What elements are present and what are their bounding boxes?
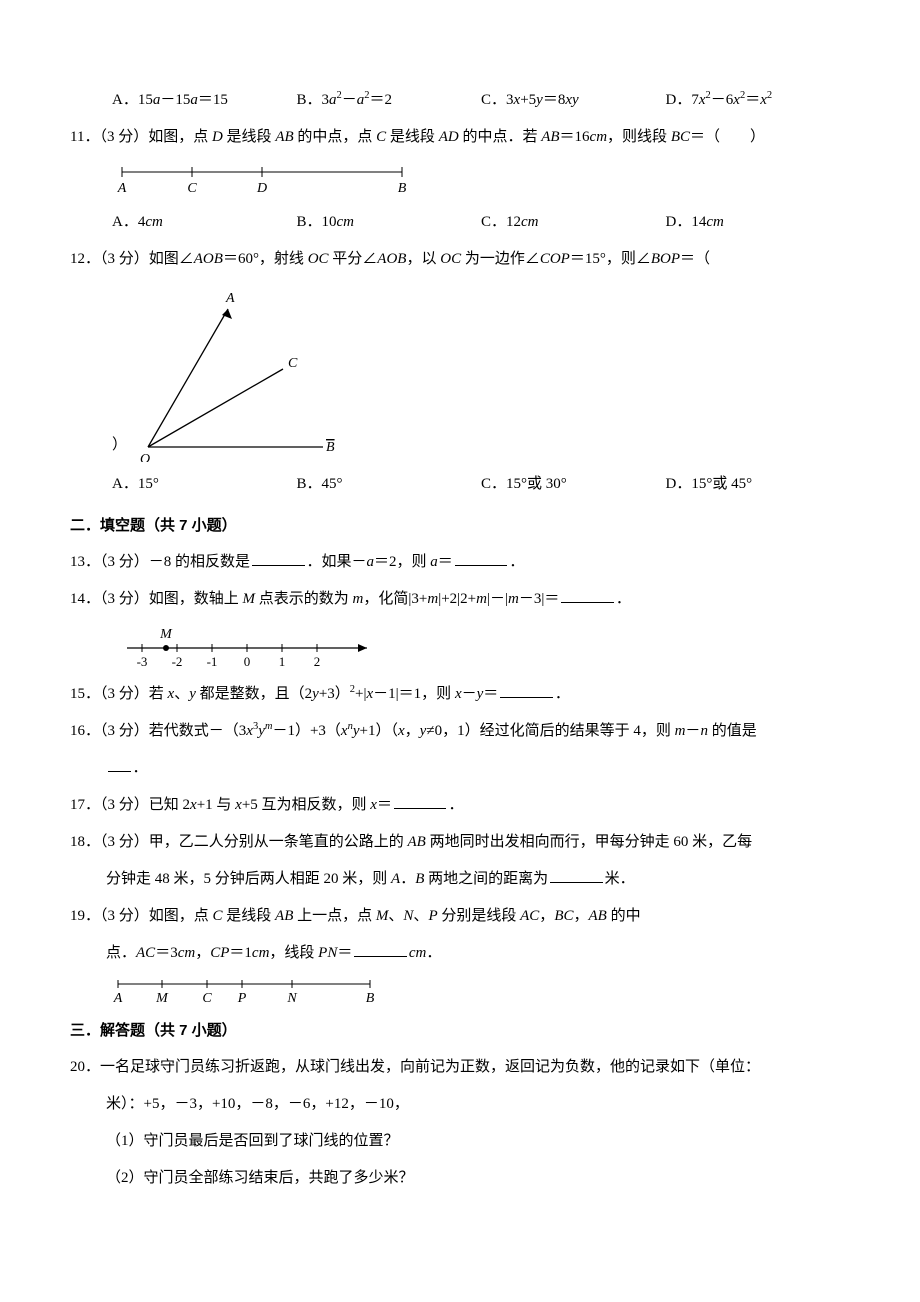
q16-blank [108, 757, 131, 772]
q18-line1: 18．（3 分）甲，乙二人分别从一条笔直的公路上的 AB 两地同时出发相向而行，… [70, 826, 850, 859]
q19-figure: A M C P N B [70, 976, 850, 1006]
svg-text:A: A [113, 991, 123, 1006]
q14-figure: -3 -2 -1 0 1 2 M [70, 620, 850, 670]
svg-text:O: O [140, 452, 150, 462]
svg-text:0: 0 [244, 654, 251, 669]
q12-figure-row: ） B A C O [70, 282, 850, 462]
q19-line2: 点．AC＝3cm，CP＝1cm，线段 PN＝cm． [70, 937, 850, 970]
q10-options: A．15a－15a＝15 B．3a2－a2＝2 C．3x+5y＝8xy D．7x… [70, 84, 850, 117]
q11-opt-d: D．14cm [666, 206, 851, 239]
q12-stem: 12．（3 分）如图∠AOB＝60°，射线 OC 平分∠AOB，以 OC 为一边… [70, 243, 850, 276]
svg-text:N: N [286, 991, 297, 1006]
q11-opt-c: C．12cm [481, 206, 666, 239]
q10-opt-b: B．3a2－a2＝2 [297, 84, 482, 117]
svg-text:B: B [326, 440, 335, 455]
svg-text:C: C [187, 181, 197, 196]
svg-text:B: B [398, 181, 407, 196]
q16-line2: ． [70, 752, 850, 785]
svg-text:A: A [225, 291, 235, 306]
svg-text:-1: -1 [207, 654, 218, 669]
q20-sub2: （2）守门员全部练习结束后，共跑了多少米？ [70, 1162, 850, 1195]
q12-opt-d: D．15°或 45° [666, 468, 851, 501]
svg-text:-3: -3 [137, 654, 148, 669]
q18-line2: 分钟走 48 米，5 分钟后两人相距 20 米，则 A．B 两地之间的距离为米． [70, 863, 850, 896]
svg-text:P: P [237, 991, 247, 1006]
q20-line1: 20．一名足球守门员练习折返跑，从球门线出发，向前记为正数，返回记为负数，他的记… [70, 1051, 850, 1084]
q20-sub1: （1）守门员最后是否回到了球门线的位置？ [70, 1125, 850, 1158]
q13: 13．（3 分）－8 的相反数是．如果－a＝2，则 a＝． [70, 546, 850, 579]
section-3-title: 三．解答题（共 7 小题） [70, 1014, 850, 1047]
q19-line1: 19．（3 分）如图，点 C 是线段 AB 上一点，点 M、N、P 分别是线段 … [70, 900, 850, 933]
q17: 17．（3 分）已知 2x+1 与 x+5 互为相反数，则 x＝． [70, 789, 850, 822]
svg-text:D: D [256, 181, 267, 196]
svg-text:C: C [288, 356, 298, 371]
q12-opt-a: A．15° [112, 468, 297, 501]
q11-figure: A C D B [70, 160, 850, 200]
q12-close-paren: ） [112, 429, 127, 462]
svg-text:1: 1 [279, 654, 286, 669]
q12-opt-c: C．15°或 30° [481, 468, 666, 501]
svg-text:A: A [117, 181, 127, 196]
q12-figure: B A C O [133, 282, 343, 462]
q18-blank [550, 868, 603, 883]
svg-text:2: 2 [314, 654, 321, 669]
q14-blank [561, 588, 614, 603]
q13-blank2 [455, 551, 508, 566]
section-2-title: 二．填空题（共 7 小题） [70, 509, 850, 542]
q15-blank [500, 683, 553, 698]
q19-blank [354, 942, 407, 957]
q14-stem: 14．（3 分）如图，数轴上 M 点表示的数为 m，化简|3+m|+2|2+m|… [70, 583, 850, 616]
q12-options: A．15° B．45° C．15°或 30° D．15°或 45° [70, 468, 850, 501]
svg-text:M: M [159, 627, 173, 642]
svg-text:B: B [366, 991, 375, 1006]
q10-opt-c: C．3x+5y＝8xy [481, 84, 666, 117]
svg-text:M: M [155, 991, 169, 1006]
q11-opt-a: A．4cm [112, 206, 297, 239]
svg-text:C: C [202, 991, 212, 1006]
svg-text:-2: -2 [172, 654, 183, 669]
q16-line1: 16．（3 分）若代数式－（3x3ym－1）+3（xny+1）（x，y≠0，1）… [70, 715, 850, 748]
q12-opt-b: B．45° [297, 468, 482, 501]
q13-blank1 [252, 551, 305, 566]
q10-opt-a: A．15a－15a＝15 [112, 84, 297, 117]
q15: 15．（3 分）若 x、y 都是整数，且（2y+3）2+|x－1|＝1，则 x－… [70, 678, 850, 711]
q20-line2: 米）：+5，－3，+10，－8，－6，+12，－10， [70, 1088, 850, 1121]
q11-stem: 11．（3 分）如图，点 D 是线段 AB 的中点，点 C 是线段 AD 的中点… [70, 121, 850, 154]
q17-blank [394, 794, 447, 809]
q10-opt-d: D．7x2－6x2＝x2 [666, 84, 851, 117]
q11-options: A．4cm B．10cm C．12cm D．14cm [70, 206, 850, 239]
q11-opt-b: B．10cm [297, 206, 482, 239]
